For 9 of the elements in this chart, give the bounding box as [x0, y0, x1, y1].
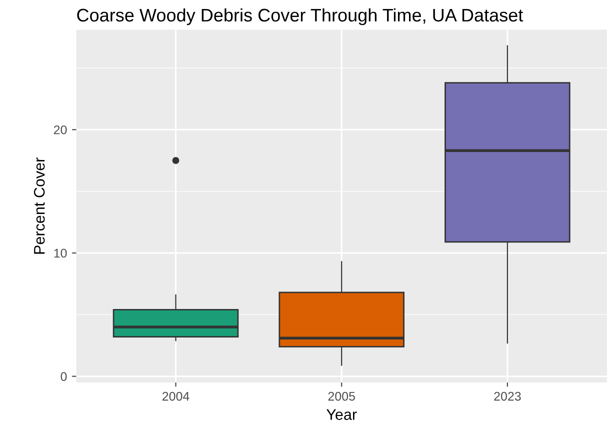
x-tick-label: 2004 [162, 392, 190, 401]
y-tick-label: 0 [60, 372, 67, 381]
y-tick-label: 10 [54, 248, 67, 258]
chart-title: Coarse Woody Debris Cover Through Time, UA Dataset [77, 8, 524, 26]
x-tick-label: 2023 [494, 392, 521, 401]
x-axis-title: Year [326, 409, 357, 420]
y-tick-label: 20 [54, 125, 67, 134]
x-tick-label: 2005 [328, 392, 355, 401]
y-axis-title: Percent Cover [34, 158, 45, 254]
